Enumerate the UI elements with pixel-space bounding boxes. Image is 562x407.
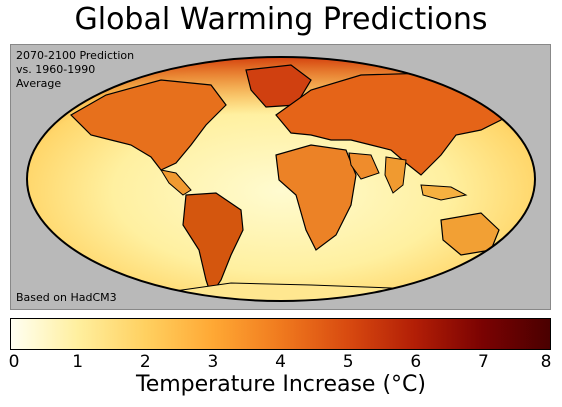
colorbar — [10, 318, 551, 350]
period-line-1: 2070-2100 Prediction — [16, 49, 135, 62]
map-panel: 2070-2100 Prediction vs. 1960-1990 Avera… — [10, 44, 551, 310]
north-america — [70, 79, 227, 171]
map-title: Global Warming Predictions — [74, 2, 488, 37]
southeast-asia — [420, 184, 468, 201]
period-line-3: Average — [16, 77, 62, 90]
source-note: Based on HadCM3 — [16, 291, 117, 304]
tick-label: 7 — [477, 352, 489, 372]
tick-label: 2 — [139, 352, 151, 372]
tick-label: 8 — [540, 352, 552, 372]
tick-label: 4 — [275, 352, 286, 372]
tick-label: 3 — [207, 352, 219, 372]
india — [384, 156, 407, 194]
tick-label: 0 — [8, 352, 20, 372]
period-line-2: vs. 1960-1990 — [16, 63, 96, 76]
central-america — [159, 169, 192, 196]
south-america — [182, 192, 244, 297]
africa — [275, 144, 357, 251]
period-note: 2070-2100 Prediction vs. 1960-1990 Avera… — [16, 49, 134, 91]
colorbar-label: Temperature Increase (°C) — [136, 372, 426, 397]
arabia — [348, 152, 380, 180]
map-border — [26, 56, 536, 302]
world-map — [26, 56, 536, 302]
tick-label: 5 — [342, 352, 354, 372]
tick-label: 1 — [72, 352, 84, 372]
colorbar-ticks: 0 1 2 3 4 5 6 7 8 — [0, 352, 562, 376]
tick-label: 6 — [410, 352, 422, 372]
